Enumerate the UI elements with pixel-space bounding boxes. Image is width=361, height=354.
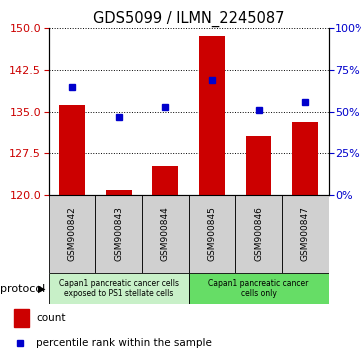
Text: GSM900842: GSM900842 <box>68 206 77 261</box>
Bar <box>188 273 329 304</box>
Bar <box>188 195 235 273</box>
Bar <box>246 137 271 195</box>
Text: percentile rank within the sample: percentile rank within the sample <box>36 338 212 348</box>
Text: GSM900844: GSM900844 <box>161 206 170 261</box>
Bar <box>142 195 188 273</box>
Text: GSM900843: GSM900843 <box>114 206 123 261</box>
Bar <box>14 309 29 327</box>
Text: count: count <box>36 313 66 323</box>
Bar <box>292 122 318 195</box>
Text: ▶: ▶ <box>38 284 45 293</box>
Bar <box>49 195 95 273</box>
Title: GDS5099 / ILMN_2245087: GDS5099 / ILMN_2245087 <box>93 11 284 27</box>
Text: protocol: protocol <box>0 284 45 293</box>
Text: Capan1 pancreatic cancer
cells only: Capan1 pancreatic cancer cells only <box>208 279 309 298</box>
Bar <box>59 105 85 195</box>
Bar <box>152 166 178 195</box>
Bar <box>49 273 188 304</box>
Bar <box>199 36 225 195</box>
Text: GSM900845: GSM900845 <box>208 206 217 261</box>
Text: GSM900846: GSM900846 <box>254 206 263 261</box>
Text: GSM900847: GSM900847 <box>301 206 310 261</box>
Bar <box>95 195 142 273</box>
Bar <box>106 190 131 195</box>
Bar <box>282 195 329 273</box>
Text: Capan1 pancreatic cancer cells
exposed to PS1 stellate cells: Capan1 pancreatic cancer cells exposed t… <box>59 279 179 298</box>
Bar <box>235 195 282 273</box>
